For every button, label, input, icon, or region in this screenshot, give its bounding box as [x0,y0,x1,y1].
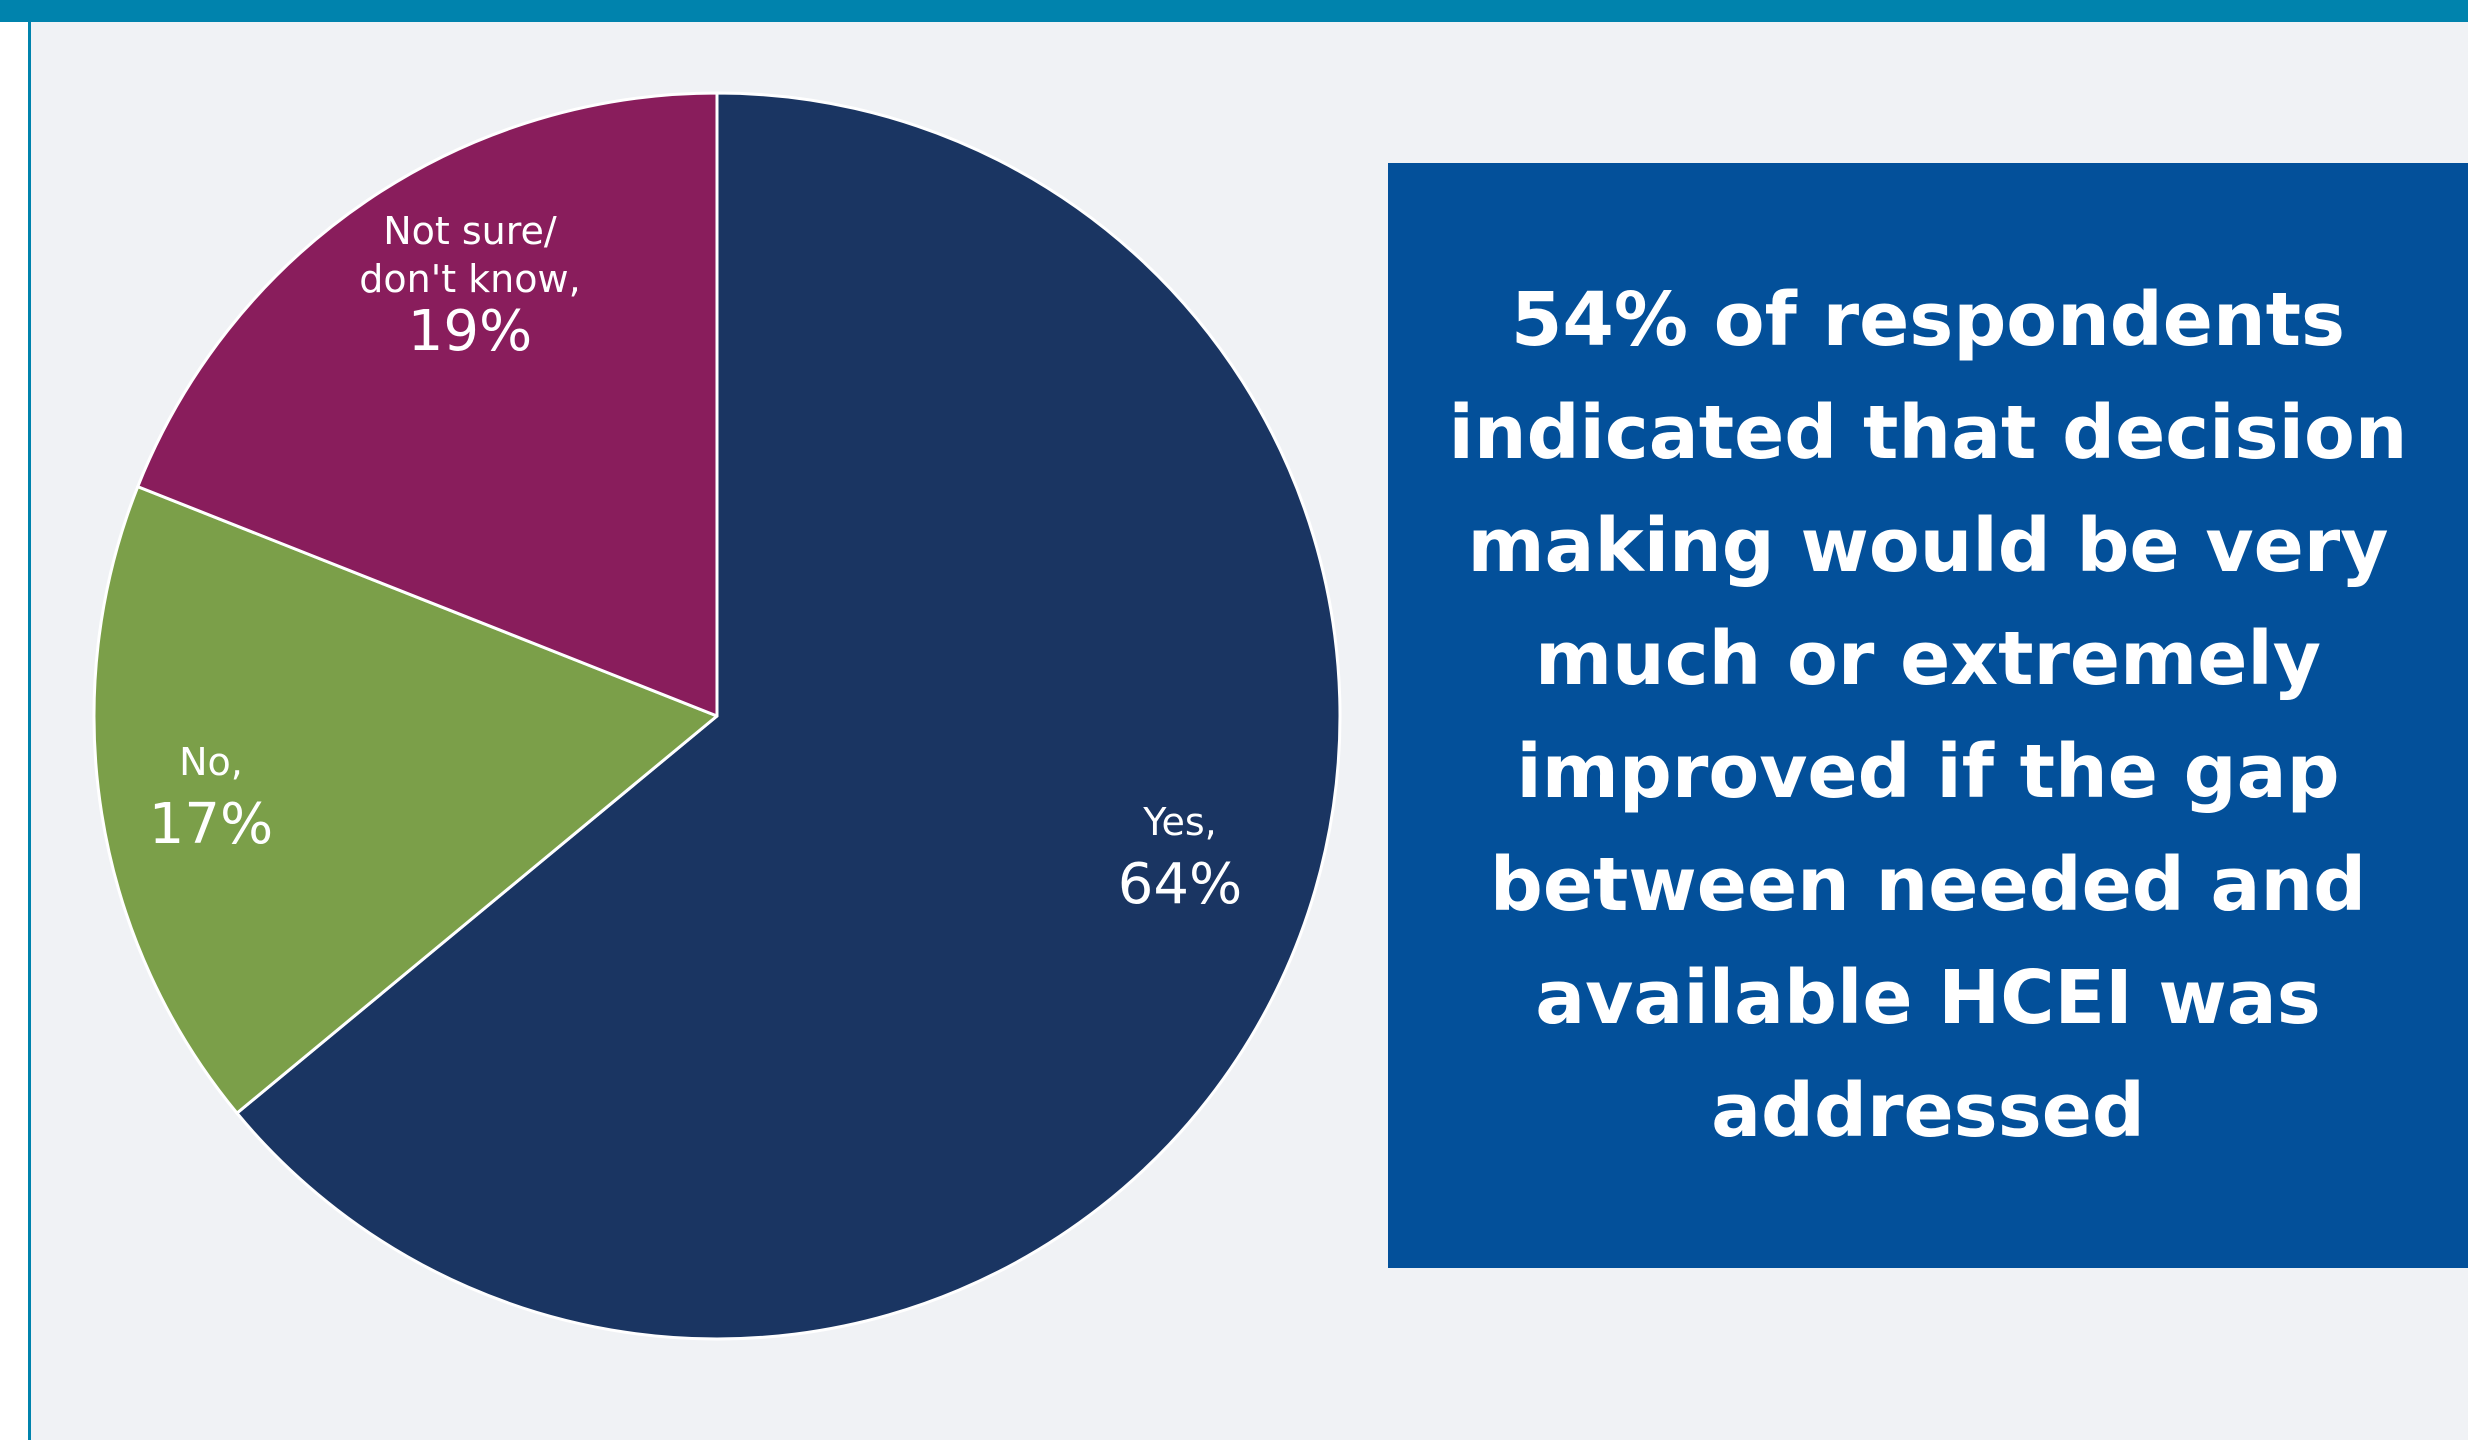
slice-value-label: 64% [1118,852,1242,917]
slice-category-label: Not sure/ [383,209,557,253]
left-margin [0,0,30,1440]
left-border-line [28,0,31,1440]
slice-label-no: No, 17% [149,740,273,857]
callout-box: 54% of respondents indicated that decisi… [1388,163,2468,1268]
slice-category-label: Yes, [1142,800,1216,844]
slice-value-label: 19% [408,299,532,364]
callout-text: 54% of respondents indicated that decisi… [1448,276,2408,1154]
pie-slice-no [92,485,719,1115]
slice-category-label: No, [179,740,243,784]
pie-slice-yes [235,91,1342,1341]
pie-slice-not-sure [136,91,719,718]
slice-category-label: don't know, [359,257,580,301]
slice-label-yes: Yes, 64% [1118,800,1242,917]
top-accent-bar [0,0,2468,22]
slice-value-label: 17% [149,792,273,857]
slice-label-not-sure: Not sure/don't know,19% [359,209,580,364]
